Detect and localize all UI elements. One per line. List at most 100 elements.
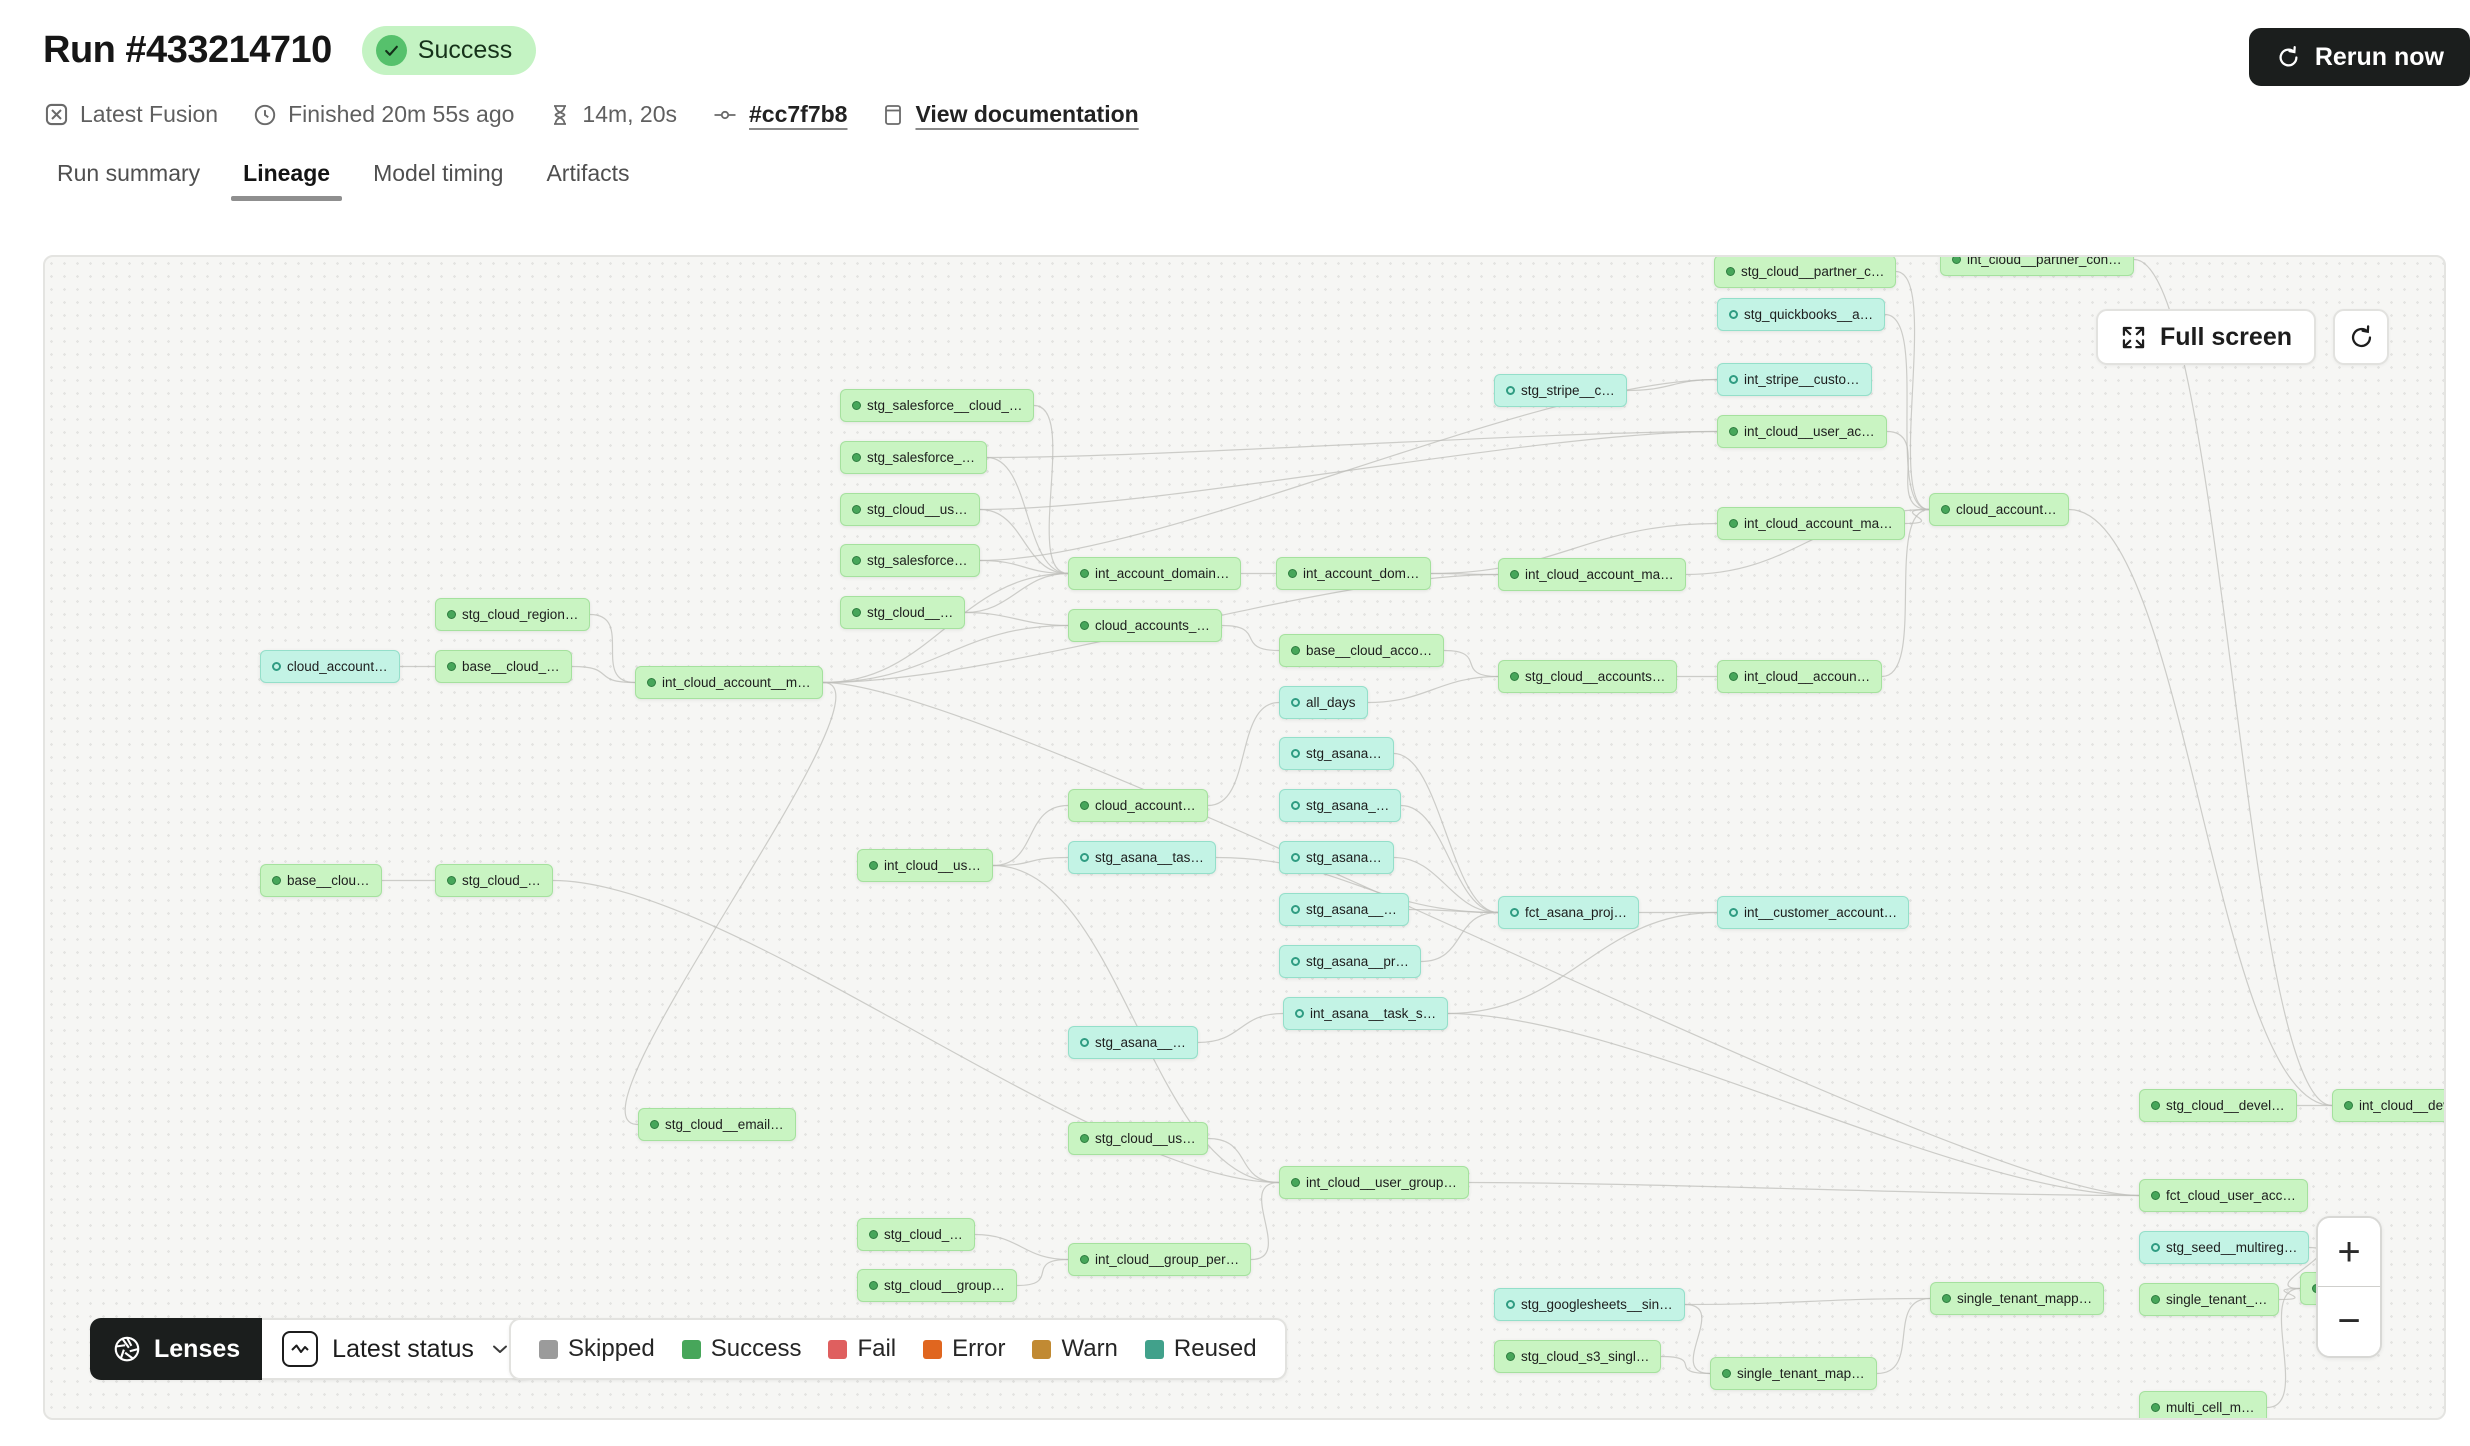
- graph-node[interactable]: int__customer_account…: [1717, 896, 1910, 929]
- graph-node[interactable]: int_cloud_account_ma…: [1498, 558, 1686, 591]
- graph-node-label: int_cloud_account_ma…: [1525, 567, 1674, 582]
- full-screen-label: Full screen: [2160, 322, 2292, 351]
- success-dot-icon: [447, 610, 456, 619]
- duration-meta: 14m, 20s: [548, 101, 677, 128]
- graph-node[interactable]: base__cloud_…: [435, 650, 572, 683]
- graph-node[interactable]: int_cloud__user_group…: [1279, 1166, 1469, 1199]
- graph-node[interactable]: int_cloud_account__m…: [635, 666, 823, 699]
- lineage-canvas[interactable]: stg_cloud__partner_c… int_cloud__partner_…: [43, 255, 2446, 1420]
- refresh-canvas-button[interactable]: [2333, 309, 2389, 365]
- graph-node[interactable]: stg_cloud_s3_singl…: [1494, 1340, 1662, 1373]
- graph-node[interactable]: stg_cloud__email…: [638, 1108, 796, 1141]
- graph-node[interactable]: int_cloud_account_ma…: [1717, 507, 1905, 540]
- graph-node-label: base__cloud_acco…: [1306, 643, 1433, 658]
- full-screen-button[interactable]: Full screen: [2096, 309, 2316, 365]
- graph-node[interactable]: all_days: [1279, 686, 1368, 719]
- zoom-out-button[interactable]: −: [2318, 1287, 2380, 1356]
- graph-node[interactable]: stg_cloud__partner_c…: [1714, 257, 1897, 288]
- graph-node-label: stg_cloud__…: [867, 605, 954, 620]
- legend-label: Fail: [857, 1335, 897, 1362]
- tab-lineage[interactable]: Lineage: [231, 160, 342, 201]
- graph-node[interactable]: stg_cloud__…: [840, 596, 966, 629]
- graph-node-label: stg_cloud__us…: [867, 502, 968, 517]
- graph-node[interactable]: stg_asana__…: [1279, 893, 1409, 926]
- graph-node[interactable]: stg_quickbooks__a…: [1717, 298, 1886, 331]
- view-documentation-link[interactable]: View documentation: [915, 101, 1139, 127]
- graph-node[interactable]: stg_salesforce__cloud_…: [840, 389, 1035, 422]
- commit-meta: #cc7f7b8: [711, 101, 847, 128]
- rerun-now-button[interactable]: Rerun now: [2248, 28, 2470, 86]
- legend-swatch-icon: [923, 1339, 943, 1359]
- graph-node[interactable]: int_stripe__custo…: [1717, 363, 1872, 396]
- graph-node[interactable]: base__clou…: [260, 864, 382, 897]
- graph-node-label: int_account_domain…: [1095, 566, 1230, 581]
- graph-node[interactable]: stg_asana__pr…: [1279, 945, 1421, 978]
- graph-node[interactable]: stg_cloud__devel…: [2139, 1089, 2297, 1122]
- graph-node[interactable]: cloud_account…: [1929, 493, 2069, 526]
- graph-node-label: stg_asana__…: [1095, 1035, 1186, 1050]
- graph-node[interactable]: single_tenant_…: [2139, 1283, 2280, 1316]
- graph-node[interactable]: int_account_dom…: [1276, 557, 1432, 590]
- lens-status-label: Latest status: [332, 1334, 474, 1363]
- graph-node[interactable]: multi_cell_m…: [2139, 1391, 2267, 1418]
- graph-node[interactable]: cloud_account…: [260, 650, 400, 683]
- graph-node[interactable]: stg_salesforce…: [840, 544, 980, 577]
- graph-node[interactable]: fct_cloud_user_acc…: [2139, 1179, 2308, 1212]
- graph-node[interactable]: base__cloud_acco…: [1279, 634, 1445, 667]
- legend-swatch-icon: [681, 1339, 701, 1359]
- success-dot-icon: [852, 556, 861, 565]
- graph-node[interactable]: fct_asana_proj…: [1498, 896, 1640, 929]
- refresh-icon: [2279, 45, 2298, 66]
- document-icon: [885, 104, 902, 125]
- graph-node[interactable]: stg_asana__…: [1068, 1026, 1198, 1059]
- graph-node-label: stg_cloud_s3_singl…: [1521, 1349, 1650, 1364]
- graph-node[interactable]: int_cloud__devel…: [2332, 1089, 2444, 1122]
- tab-model-timing[interactable]: Model timing: [373, 160, 504, 186]
- graph-node[interactable]: stg_cloud__us…: [1068, 1122, 1208, 1155]
- graph-node[interactable]: stg_cloud_…: [857, 1218, 975, 1251]
- lens-status-dropdown[interactable]: Latest status: [262, 1318, 534, 1380]
- graph-node[interactable]: int_cloud__user_ac…: [1717, 415, 1887, 448]
- graph-node[interactable]: stg_cloud_…: [435, 864, 553, 897]
- zoom-in-button[interactable]: +: [2318, 1218, 2380, 1287]
- tab-run-summary[interactable]: Run summary: [57, 160, 201, 186]
- graph-node[interactable]: stg_asana_…: [1279, 789, 1402, 822]
- legend-swatch-icon: [1032, 1339, 1052, 1359]
- graph-node[interactable]: stg_salesforce_…: [840, 441, 988, 474]
- success-dot-icon: [1726, 267, 1735, 276]
- graph-node-label: stg_stripe__c…: [1521, 383, 1615, 398]
- graph-node[interactable]: stg_asana…: [1279, 737, 1394, 770]
- page-title: Run #433214710: [43, 29, 332, 71]
- graph-node-label: stg_cloud_…: [462, 873, 541, 888]
- graph-node[interactable]: cloud_accounts_…: [1068, 609, 1222, 642]
- graph-node-label: stg_cloud__email…: [665, 1117, 784, 1132]
- graph-node[interactable]: single_tenant_mapp…: [1930, 1282, 2105, 1315]
- success-dot-icon: [447, 876, 456, 885]
- commit-link[interactable]: #cc7f7b8: [749, 101, 848, 127]
- graph-node[interactable]: stg_cloud__us…: [840, 493, 980, 526]
- graph-node[interactable]: stg_asana__tas…: [1068, 841, 1216, 874]
- lenses-button[interactable]: Lenses: [90, 1318, 263, 1380]
- graph-node[interactable]: int_account_domain…: [1068, 557, 1242, 590]
- legend-swatch-icon: [828, 1339, 848, 1359]
- graph-node[interactable]: stg_cloud_region…: [435, 598, 591, 631]
- docs-meta: View documentation: [881, 101, 1139, 128]
- lenses-label: Lenses: [154, 1334, 241, 1363]
- graph-node[interactable]: stg_asana…: [1279, 841, 1394, 874]
- graph-node[interactable]: single_tenant_map…: [1710, 1357, 1877, 1390]
- check-circle-icon: [375, 35, 407, 66]
- graph-node[interactable]: stg_seed__multireg…: [2139, 1231, 2310, 1264]
- graph-node[interactable]: stg_cloud__group…: [857, 1269, 1017, 1302]
- graph-node[interactable]: stg_googlesheets__sin…: [1494, 1288, 1685, 1321]
- graph-node[interactable]: cloud_account…: [1068, 789, 1208, 822]
- graph-node-label: stg_cloud__partner_c…: [1741, 264, 1885, 279]
- graph-node[interactable]: stg_stripe__c…: [1494, 374, 1627, 407]
- graph-node[interactable]: int_cloud__accoun…: [1717, 660, 1883, 693]
- graph-node[interactable]: int_cloud__group_per…: [1068, 1243, 1252, 1276]
- graph-node[interactable]: int_cloud__us…: [857, 849, 993, 882]
- graph-node[interactable]: stg_cloud__accounts…: [1498, 660, 1678, 693]
- graph-node-label: int_cloud_account__m…: [662, 675, 811, 690]
- graph-node[interactable]: int_cloud__partner_con…: [1940, 257, 2134, 276]
- graph-node[interactable]: int_asana__task_s…: [1283, 997, 1449, 1030]
- tab-artifacts[interactable]: Artifacts: [546, 160, 630, 186]
